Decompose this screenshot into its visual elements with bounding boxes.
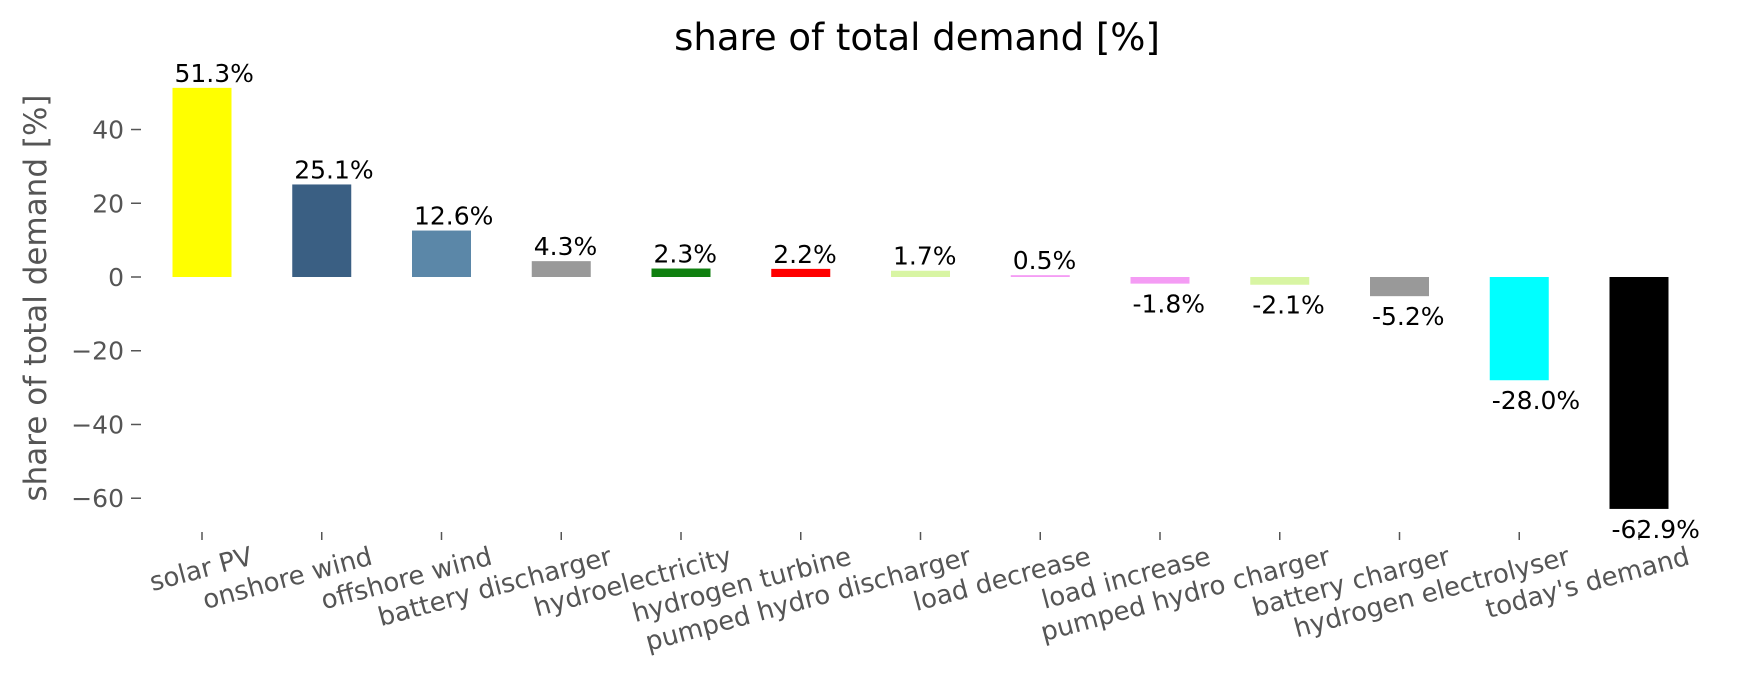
data-label: -1.8% — [1133, 290, 1206, 319]
data-label: 2.2% — [773, 240, 837, 269]
bar — [891, 270, 950, 277]
data-label: -28.0% — [1492, 386, 1580, 415]
bar — [1609, 277, 1669, 509]
data-label: 4.3% — [534, 232, 598, 261]
bar — [1130, 277, 1190, 284]
y-tick-label: −40 — [71, 410, 124, 439]
data-label: 25.1% — [294, 155, 373, 184]
y-axis-label: share of total demand [%] — [18, 94, 54, 501]
bar — [172, 87, 232, 277]
bar — [651, 268, 711, 277]
data-label: -62.9% — [1612, 515, 1700, 544]
bars-group — [172, 87, 1669, 509]
data-label: 0.5% — [1013, 246, 1077, 275]
y-tick-label: 0 — [108, 263, 124, 292]
data-label: 12.6% — [414, 202, 493, 231]
bar — [412, 230, 471, 277]
chart-title: share of total demand [%] — [674, 16, 1160, 59]
bar — [1370, 277, 1429, 297]
data-label: 2.3% — [654, 240, 718, 269]
bar — [1010, 275, 1070, 277]
y-tick-label: −20 — [71, 337, 124, 366]
data-label: -2.1% — [1252, 291, 1325, 320]
bar — [292, 184, 352, 277]
data-label: 1.7% — [893, 242, 957, 271]
bar — [771, 268, 831, 277]
bar — [1250, 277, 1310, 285]
y-tick-label: 40 — [92, 116, 124, 145]
value-labels-group: 51.3% 25.1% 12.6% 4.3% 2.3% 2.2% 1.7% 0.5% -1.8%… — [175, 59, 1700, 544]
data-label: -5.2% — [1372, 302, 1445, 331]
data-label: 51.3% — [175, 59, 254, 88]
bar — [1489, 277, 1549, 381]
y-tick-label: 20 — [92, 189, 124, 218]
y-axis: −60 −40 −20 0 20 40 — [71, 116, 141, 513]
y-tick-label: −60 — [71, 484, 124, 513]
bar — [531, 261, 591, 277]
